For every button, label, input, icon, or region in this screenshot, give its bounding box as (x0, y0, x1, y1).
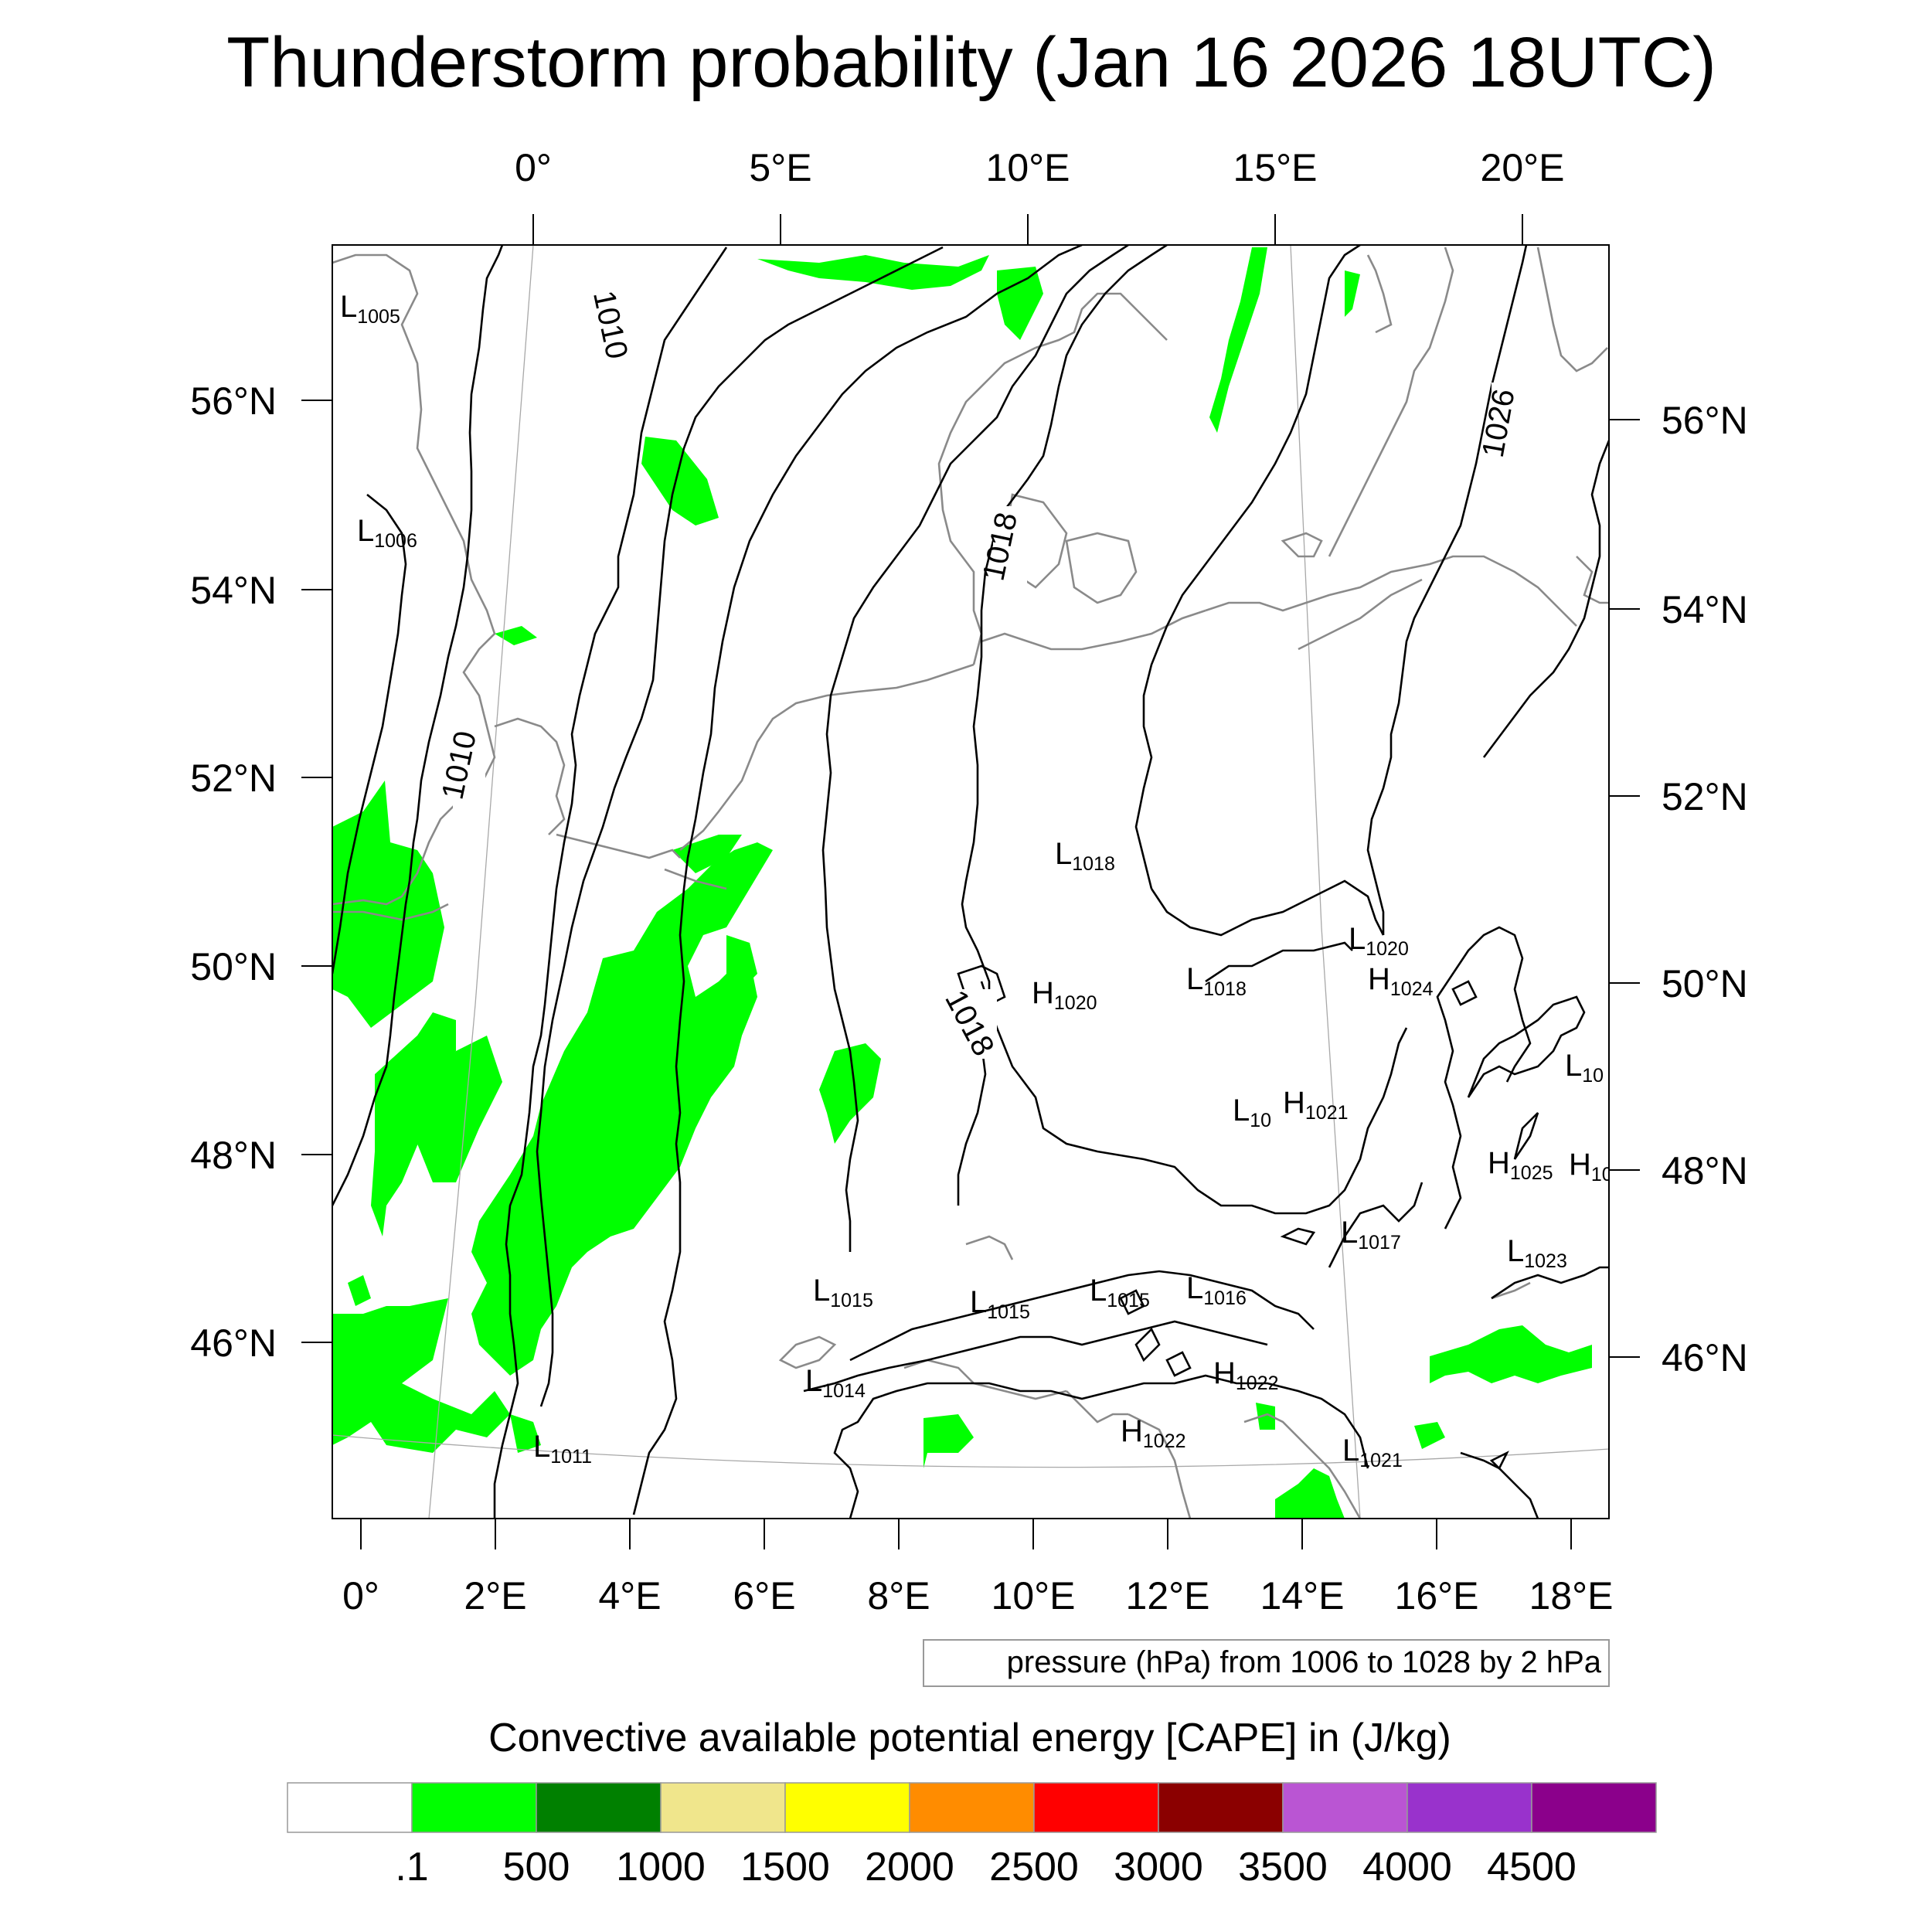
colorbar-swatch (1531, 1782, 1657, 1833)
left-lat-label: 50°N (190, 945, 277, 988)
colorbar (287, 1782, 1657, 1833)
colorbar-swatch (411, 1782, 537, 1833)
pressure-center: L1018 (1055, 837, 1115, 875)
colorbar-label: 1500 (740, 1845, 830, 1889)
left-lat-label: 54°N (190, 569, 277, 612)
pressure-center: H1025 (1488, 1146, 1553, 1184)
bottom-lon-label: 6°E (733, 1574, 795, 1617)
left-lat-label: 56°N (190, 379, 277, 423)
colorbar-label: 4500 (1487, 1845, 1577, 1889)
graticule (332, 245, 1609, 1519)
map-frame (332, 244, 1610, 1519)
right-latitude-labels: 56°N 54°N 52°N 50°N 48°N 46°N (1662, 399, 1748, 1379)
bottom-lon-label: 8°E (867, 1574, 930, 1617)
pressure-center: L1017 (1341, 1216, 1401, 1253)
pressure-center: L1020 (1349, 922, 1409, 960)
colorbar-label: 1000 (616, 1845, 706, 1889)
bottom-lon-label: 0° (342, 1574, 379, 1617)
colorbar-swatch (660, 1782, 786, 1833)
colorbar-swatch (909, 1782, 1035, 1833)
bottom-longitude-labels: 0° 2°E 4°E 6°E 8°E 10°E 12°E 14°E 16°E 1… (342, 1574, 1613, 1617)
pressure-center: H1022 (1121, 1414, 1186, 1452)
bottom-lon-label: 16°E (1395, 1574, 1479, 1617)
colorbar-label: 3500 (1238, 1845, 1328, 1889)
bottom-lon-label: 12°E (1126, 1574, 1210, 1617)
map-title: Thunderstorm probability (Jan 16 2026 18… (226, 23, 1716, 102)
pressure-center: H1020 (1032, 976, 1097, 1014)
bottom-lon-label: 10°E (992, 1574, 1076, 1617)
colorbar-swatch (1158, 1782, 1284, 1833)
pressure-center: L1011 (533, 1430, 592, 1468)
colorbar-label: 2000 (865, 1845, 954, 1889)
top-lon-label: 0° (515, 146, 552, 189)
pressure-center: L1015 (1090, 1274, 1150, 1311)
left-lat-label: 46°N (190, 1321, 277, 1365)
colorbar-swatch (784, 1782, 910, 1833)
colorbar-swatch (1282, 1782, 1408, 1833)
bottom-lon-label: 4°E (598, 1574, 661, 1617)
right-lat-label: 48°N (1662, 1149, 1748, 1192)
left-lat-label: 48°N (190, 1134, 277, 1177)
right-lat-label: 54°N (1662, 588, 1748, 631)
pressure-center: H10 (1569, 1148, 1613, 1185)
pressure-center: H1022 (1213, 1356, 1279, 1394)
top-lon-label: 10°E (986, 146, 1070, 189)
pressure-center: L1021 (1342, 1434, 1403, 1471)
pressure-centers: L1005 L1006 L1018 L1020 H1020 L1018 H102… (340, 290, 1613, 1471)
cape-shading (332, 247, 1592, 1519)
right-lat-label: 50°N (1662, 962, 1748, 1005)
pressure-center: L1018 (1186, 962, 1247, 1000)
left-latitude-labels: 56°N 54°N 52°N 50°N 48°N 46°N (190, 379, 277, 1365)
colorbar-swatch (1406, 1782, 1532, 1833)
colorbar-label: 3000 (1114, 1845, 1203, 1889)
colorbar-label: 4000 (1362, 1845, 1452, 1889)
left-lat-label: 52°N (190, 757, 277, 800)
colorbar-swatch (536, 1782, 662, 1833)
right-lat-label: 52°N (1662, 775, 1748, 818)
pressure-center: H1024 (1368, 962, 1434, 1000)
pressure-center: L10 (1233, 1094, 1271, 1131)
axis-ticks (301, 214, 1640, 1549)
pressure-center: L10 (1565, 1049, 1604, 1087)
pressure-center: L1015 (813, 1274, 873, 1311)
bottom-lon-label: 2°E (464, 1574, 526, 1617)
pressure-center: L1005 (340, 290, 400, 328)
top-lon-label: 5°E (749, 146, 811, 189)
map-content: 1010 1010 1018 1018 1026 L1005 L1006 L10… (332, 245, 1613, 1519)
bottom-lon-label: 18°E (1529, 1574, 1614, 1617)
bottom-lon-label: 14°E (1260, 1574, 1345, 1617)
colorbar-label: .1 (395, 1845, 428, 1889)
pressure-center: L1006 (357, 514, 417, 552)
pressure-note: pressure (hPa) from 1006 to 1028 by 2 hP… (1007, 1645, 1602, 1679)
colorbar-label: 2500 (989, 1845, 1079, 1889)
top-longitude-labels: 0° 5°E 10°E 15°E 20°E (515, 146, 1564, 189)
colorbar-title: Convective available potential energy [C… (488, 1716, 1451, 1760)
right-lat-label: 56°N (1662, 399, 1748, 442)
top-lon-label: 20°E (1481, 146, 1565, 189)
pressure-center: L1023 (1507, 1234, 1567, 1272)
pressure-note-box (923, 1639, 1610, 1687)
pressure-center: H1021 (1283, 1086, 1349, 1124)
colorbar-swatch (1033, 1782, 1159, 1833)
pressure-center: L1014 (805, 1364, 866, 1402)
isobars (332, 245, 1609, 1519)
top-lon-label: 15°E (1233, 146, 1318, 189)
colorbar-label: 500 (503, 1845, 570, 1889)
right-lat-label: 46°N (1662, 1336, 1748, 1379)
pressure-center: L1015 (970, 1285, 1030, 1323)
colorbar-swatch (287, 1782, 413, 1833)
colorbar-labels: .1 500 1000 1500 2000 2500 3000 3500 4000 4500 (395, 1845, 1577, 1889)
coastlines (332, 247, 1609, 1519)
pressure-center: L1016 (1186, 1271, 1247, 1309)
